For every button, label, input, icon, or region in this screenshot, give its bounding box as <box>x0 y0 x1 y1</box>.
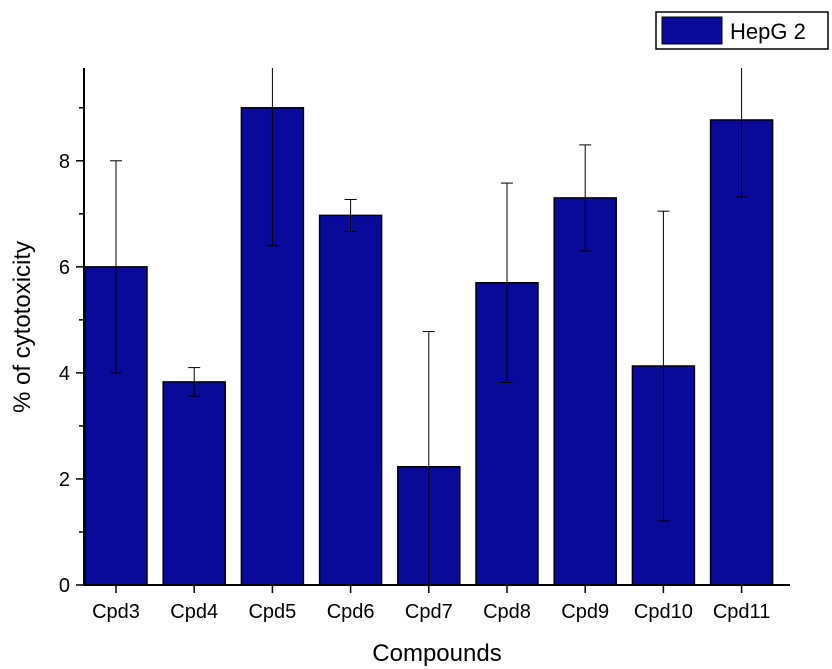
x-axis-title: Compounds <box>372 640 501 667</box>
y-tick-label-0: 0 <box>59 575 70 597</box>
x-tick-label-cpd6: Cpd6 <box>327 601 375 623</box>
y-tick-label-6: 6 <box>59 257 70 279</box>
bar-cpd4 <box>162 381 226 586</box>
y-tick-label-2: 2 <box>59 469 70 491</box>
x-tick-label-cpd10: Cpd10 <box>634 601 693 623</box>
y-tick-label-4: 4 <box>59 363 70 385</box>
x-tick-label-cpd7: Cpd7 <box>405 601 453 623</box>
x-tick-label-cpd8: Cpd8 <box>483 601 531 623</box>
bar-cpd6 <box>318 214 383 586</box>
y-axis-title: % of cytotoxicity <box>9 241 36 413</box>
error-bars-group <box>110 68 748 585</box>
x-tick-label-cpd4: Cpd4 <box>170 601 218 623</box>
x-tick-label-cpd5: Cpd5 <box>248 601 296 623</box>
bar-cpd9 <box>553 197 617 586</box>
y-ticks-group: 0 2 4 6 8 <box>59 107 84 597</box>
y-tick-label-8: 8 <box>59 151 70 173</box>
legend: HepG 2 <box>655 11 829 50</box>
x-tick-label-cpd11: Cpd11 <box>713 601 770 623</box>
legend-label: HepG 2 <box>730 19 806 44</box>
x-ticks-group: Cpd3 Cpd4 Cpd5 Cpd6 Cpd7 Cpd8 Cpd9 Cpd10 Cpd11 <box>92 585 770 623</box>
x-tick-label-cpd3: Cpd3 <box>92 601 140 623</box>
x-tick-label-cpd9: Cpd9 <box>561 601 609 623</box>
legend-swatch <box>661 16 723 45</box>
axes-group <box>83 68 790 586</box>
